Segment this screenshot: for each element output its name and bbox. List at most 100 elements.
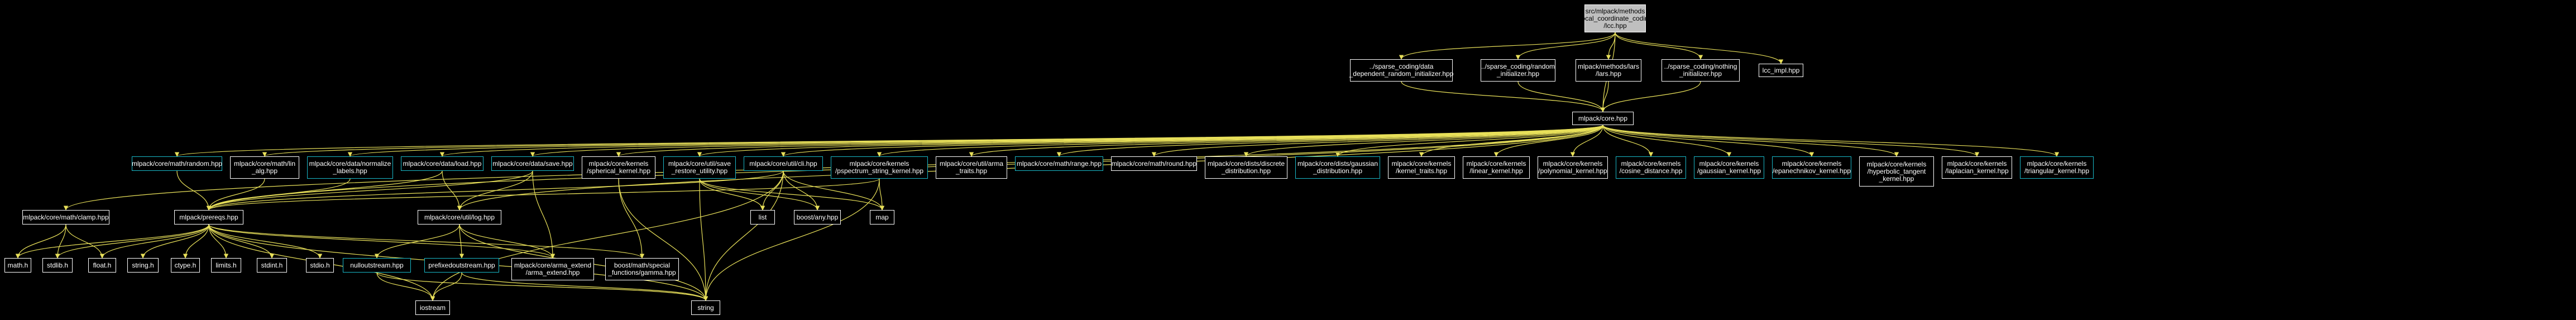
edge-spherical-to-string (618, 178, 708, 301)
node-prefixedoutstream[interactable]: prefixedoutstream.hpp (424, 258, 499, 273)
node-lcc-impl[interactable]: lcc_impl.hpp (1759, 64, 1803, 77)
node-limits-h[interactable]: limits.h (211, 258, 241, 273)
edge-sc-nothing-to-core (1600, 81, 1701, 112)
node-stdio-h[interactable]: stdio.h (306, 258, 334, 273)
edge-prereqs-to-math-h (15, 224, 209, 259)
node-range[interactable]: mlpack/core/math/range.hpp (1015, 156, 1103, 171)
edge-lin-alg-to-prereqs (206, 178, 265, 211)
node-nulloutstream[interactable]: nulloutstream.hpp (343, 258, 411, 273)
node-load[interactable]: mlpack/core/data/load.hpp (401, 156, 483, 171)
edge-restore-to-map (699, 178, 885, 211)
edge-cli-to-map (783, 170, 885, 211)
node-ctype-h[interactable]: ctype.h (171, 258, 200, 273)
node-map[interactable]: map (870, 210, 894, 225)
node-restore[interactable]: mlpack/core/util/save _restore_utility.h… (663, 156, 736, 179)
edge-nulloutstream-to-iostream (376, 272, 435, 301)
edge-core-to-tangent (1602, 125, 1899, 157)
edge-prereqs-to-float-h (99, 224, 209, 259)
edge-cli-to-string (703, 170, 784, 301)
node-lin-alg[interactable]: mlpack/core/math/lin _alg.hpp (230, 156, 299, 179)
node-sc-random[interactable]: ../sparse_coding/random _initializer.hpp (1481, 59, 1555, 82)
edge-prereqs-to-string-h (140, 224, 209, 259)
node-sc-nothing[interactable]: ../sparse_coding/nothing _initializer.hp… (1662, 59, 1740, 82)
node-clamp[interactable]: mlpack/core/math/clamp.hpp (22, 210, 109, 225)
edge-core-to-pspectrum (877, 125, 1603, 157)
edge-cli-to-prereqs (207, 170, 784, 211)
node-prereqs[interactable]: mlpack/prereqs.hpp (174, 210, 243, 225)
edge-save-to-prereqs (206, 170, 533, 211)
node-string-h[interactable]: string.h (127, 258, 159, 273)
node-linear[interactable]: mlpack/core/kernels /linear_kernel.hpp (1463, 156, 1530, 179)
edge-prefixedoutstream-to-iostream (430, 272, 462, 301)
edge-log-to-nulloutstream (374, 224, 460, 259)
node-pspectrum[interactable]: mlpack/core/kernels /pspectrum_string_ke… (831, 156, 928, 179)
node-string[interactable]: string (691, 300, 720, 315)
edge-load-to-prereqs (206, 170, 443, 211)
edge-pspectrum-to-map (879, 178, 885, 211)
edge-prereqs-to-limits-h (208, 224, 229, 259)
edge-core-to-gaussian-dist (1335, 125, 1603, 157)
edge-log-to-prefixedoutstream (459, 224, 465, 259)
node-root[interactable]: src/mlpack/methods /local_coordinate_cod… (1578, 4, 1652, 32)
node-gaussian-dist[interactable]: mlpack/core/dists/gaussian _distribution… (1295, 156, 1380, 179)
edge-root-to-sc-nothing (1615, 32, 1703, 60)
edge-prereqs-to-stdint-h (208, 224, 275, 259)
node-normalize[interactable]: mlpack/core/data/normalize _labels.hpp (307, 156, 393, 179)
node-boost-any[interactable]: boost/any.hpp (794, 210, 841, 225)
node-triangular[interactable]: mlpack/core/kernels /triangular_kernel.h… (2020, 156, 2094, 179)
edge-core-to-epanechnikov (1602, 125, 1814, 157)
edge-core-to-gaussian-kernel (1602, 125, 1732, 157)
node-math-h[interactable]: math.h (4, 258, 31, 273)
edge-prereqs-to-ctype-h (183, 224, 209, 259)
node-random[interactable]: mlpack/core/math/random.hpp (132, 156, 222, 171)
edge-core-to-spherical (616, 125, 1603, 157)
edge-save-to-arma-extend (532, 170, 556, 259)
node-epanechnikov[interactable]: mlpack/core/kernels /epanechnikov_kernel… (1772, 156, 1851, 179)
edge-pspectrum-to-string (703, 178, 880, 301)
edge-core-to-arma-traits (969, 125, 1603, 157)
node-arma-extend[interactable]: mlpack/core/arma_extend /arma_extend.hpp (511, 258, 594, 280)
node-stdint-h[interactable]: stdint.h (257, 258, 287, 273)
node-polynomial[interactable]: mlpack/core/kernels /polynomial_kernel.h… (1538, 156, 1608, 179)
node-kernel-traits[interactable]: mlpack/core/kernels /kernel_traits.hpp (1388, 156, 1455, 179)
edge-clamp-to-float-h (65, 224, 105, 259)
node-arma-traits[interactable]: mlpack/core/util/arma _traits.hpp (936, 156, 1007, 179)
edge-core-to-cosine (1602, 125, 1654, 157)
node-boost-gamma[interactable]: boost/math/special _functions/gamma.hpp (605, 258, 679, 280)
edge-root-to-sc-data (1399, 32, 1616, 60)
node-gaussian-kernel[interactable]: mlpack/core/kernels /gaussian_kernel.hpp (1694, 156, 1764, 179)
edge-pspectrum-to-prereqs (207, 178, 880, 211)
node-round[interactable]: mlpack/core/math/round.hpp (1111, 156, 1197, 171)
edge-core-to-round (1152, 125, 1603, 157)
node-iostream[interactable]: iostream (415, 300, 450, 315)
node-lars[interactable]: mlpack/methods/lars /lars.hpp (1576, 59, 1641, 82)
node-sc-data[interactable]: ../sparse_coding/data _dependent_random_… (1349, 59, 1453, 82)
edge-nulloutstream-to-string (376, 272, 708, 301)
node-save[interactable]: mlpack/core/data/save.hpp (491, 156, 574, 171)
edge-core-to-range (1057, 125, 1603, 157)
edge-restore-to-list (699, 178, 765, 211)
edge-log-to-arma-extend (459, 224, 556, 259)
node-laplacian[interactable]: mlpack/core/kernels /laplacian_kernel.hp… (1942, 156, 2012, 179)
node-discrete[interactable]: mlpack/core/dists/discrete _distribution… (1205, 156, 1287, 179)
node-list[interactable]: list (750, 210, 775, 225)
edge-prereqs-to-arma-extend (208, 224, 556, 259)
edge-clamp-to-stdlib-h (55, 224, 66, 259)
edge-root-to-lcc-impl (1615, 32, 1784, 64)
edge-cli-to-boost-any (783, 170, 820, 211)
edge-core-to-normalize (348, 125, 1603, 157)
node-tangent[interactable]: mlpack/core/kernels /hyperbolic_tangent … (1859, 156, 1934, 187)
edge-restore-to-boost-any (699, 178, 820, 211)
node-float-h[interactable]: float.h (88, 258, 116, 273)
edge-clamp-to-math-h (15, 224, 66, 259)
edge-core-to-discrete (1243, 125, 1603, 157)
node-cosine[interactable]: mlpack/core/kernels /cosine_distance.hpp (1616, 156, 1686, 179)
node-cli[interactable]: mlpack/core/util/cli.hpp (744, 156, 823, 171)
edge-load-to-log (442, 170, 462, 211)
edge-cli-to-iostream (430, 170, 784, 301)
node-stdlib-h[interactable]: stdlib.h (42, 258, 73, 273)
node-spherical[interactable]: mlpack/core/kernels /spherical_kernel.hp… (582, 156, 655, 179)
node-core[interactable]: mlpack/core.hpp (1572, 112, 1634, 125)
node-log[interactable]: mlpack/core/util/log.hpp (418, 210, 501, 225)
